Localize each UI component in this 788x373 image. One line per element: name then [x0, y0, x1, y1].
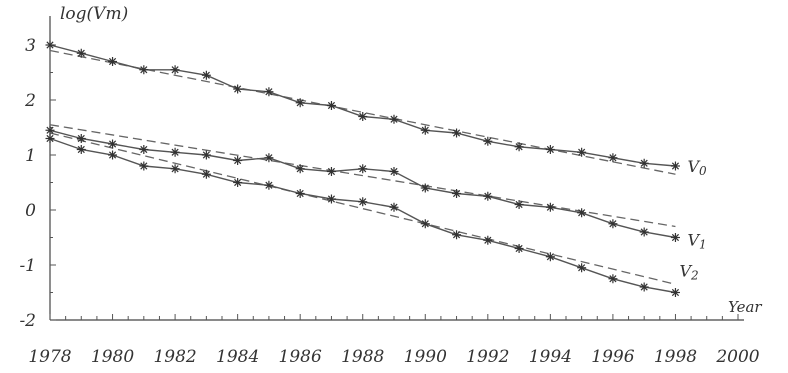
data-point-v1	[358, 164, 368, 174]
data-point-v1	[233, 156, 243, 165]
data-point-v2	[108, 150, 118, 160]
trend-line-v0	[49, 49, 676, 175]
data-point-v1	[670, 233, 680, 242]
x-tick-label: 1994	[529, 347, 572, 367]
data-point-v2	[483, 235, 493, 245]
data-point-v2	[670, 288, 680, 297]
y-tick-label: -1	[19, 256, 36, 276]
data-point-v1	[295, 164, 305, 174]
trend-line-v1	[49, 124, 676, 228]
data-point-v0	[452, 128, 462, 138]
data-point-v2	[201, 169, 211, 179]
data-point-v0	[264, 87, 274, 97]
x-tick-label: 1980	[91, 347, 134, 367]
data-point-v1	[420, 183, 430, 193]
data-point-v2	[452, 230, 462, 240]
data-point-v2	[545, 252, 555, 262]
data-point-v0	[577, 147, 587, 157]
data-point-v2	[577, 263, 587, 273]
data-point-v2	[639, 282, 649, 292]
data-point-v0	[389, 114, 399, 124]
y-tick-label: 3	[25, 36, 36, 56]
y-tick-label: 1	[25, 146, 36, 166]
trend-line-v2	[49, 132, 676, 285]
data-point-v0	[670, 161, 680, 171]
data-point-v2	[295, 189, 305, 198]
data-point-v2	[233, 178, 243, 187]
data-point-v1	[170, 147, 180, 157]
data-point-v1	[639, 227, 649, 237]
data-point-v1	[326, 167, 336, 176]
series-label-v0: V0	[687, 157, 707, 178]
data-point-v2	[326, 194, 336, 204]
data-point-v0	[326, 101, 336, 110]
data-point-v1	[452, 189, 462, 198]
x-tick-label: 1982	[153, 347, 196, 367]
data-point-v2	[608, 274, 618, 284]
data-point-v1	[389, 167, 399, 176]
data-point-v1	[139, 145, 149, 154]
x-tick-label: 1996	[591, 347, 634, 367]
data-point-v0	[170, 65, 180, 75]
data-point-v0	[45, 40, 55, 50]
y-tick-label: -2	[19, 311, 36, 331]
series-label-v1: V1	[687, 231, 706, 252]
y-tick-label: 0	[25, 201, 36, 221]
data-point-v0	[420, 125, 430, 135]
data-point-v0	[608, 153, 618, 163]
data-point-v1	[483, 191, 493, 201]
data-point-v2	[389, 202, 399, 212]
data-point-v1	[545, 202, 555, 212]
data-point-v2	[170, 164, 180, 174]
x-tick-label: 2000	[715, 347, 759, 367]
x-tick-label: 1984	[216, 347, 259, 367]
x-tick-label: 1990	[404, 347, 447, 367]
data-point-v2	[264, 180, 274, 190]
axes	[49, 16, 744, 321]
series-markers	[45, 40, 680, 297]
data-point-v2	[76, 145, 86, 154]
data-point-v0	[483, 136, 493, 146]
data-point-v0	[76, 48, 86, 58]
data-point-v1	[264, 153, 274, 163]
data-point-v0	[233, 84, 243, 94]
x-tick-label: 1988	[341, 347, 384, 367]
data-point-v1	[608, 219, 618, 229]
data-point-v0	[358, 112, 368, 121]
data-point-v2	[514, 244, 524, 253]
x-tick-label: 1986	[279, 347, 322, 367]
x-tick-label: 1978	[28, 347, 71, 367]
data-point-v2	[139, 161, 149, 171]
y-tick-label: 2	[24, 91, 36, 111]
data-point-v0	[108, 57, 118, 66]
x-tick-label: 1992	[466, 347, 509, 367]
data-point-v0	[639, 158, 649, 168]
data-point-v2	[420, 219, 430, 229]
x-axis-label: Year	[728, 298, 762, 316]
data-point-v2	[45, 134, 55, 143]
data-point-v1	[201, 150, 211, 160]
data-point-v1	[108, 139, 118, 149]
data-point-v1	[76, 134, 86, 143]
data-point-v0	[201, 70, 211, 80]
data-point-v0	[545, 145, 555, 154]
x-tick-label: 1998	[654, 347, 697, 367]
data-point-v1	[45, 125, 55, 135]
series-label-v2: V2	[679, 262, 698, 283]
data-point-v0	[295, 98, 305, 108]
trend-lines	[49, 49, 676, 285]
labels: 1978 1980 1982 1984 1986 1988 1990 1992 1994 1996…	[19, 4, 762, 367]
data-point-v2	[358, 197, 368, 207]
data-point-v0	[514, 142, 524, 152]
data-point-v0	[139, 65, 149, 75]
y-axis-label: log(Vm)	[60, 4, 128, 24]
data-point-v1	[514, 200, 524, 209]
data-point-v1	[577, 208, 587, 218]
